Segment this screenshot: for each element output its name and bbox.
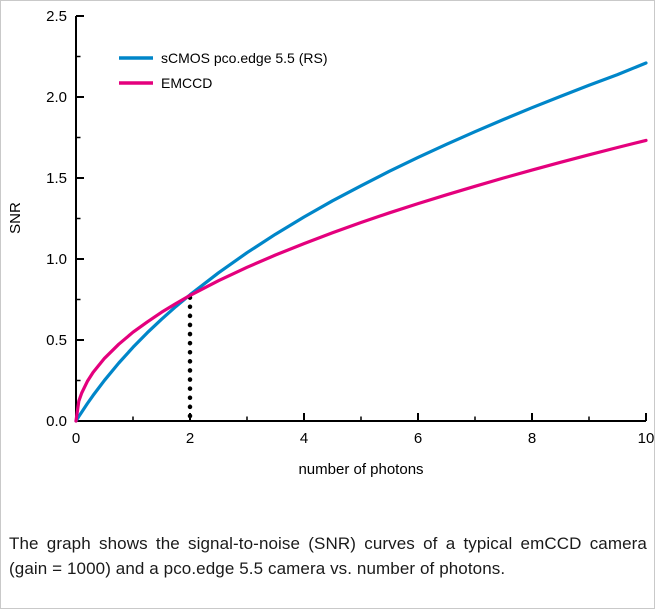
y-tick-label: 0.0 [46, 413, 67, 430]
x-tick-label: 2 [186, 430, 194, 447]
y-tick-label: 1.5 [46, 170, 67, 187]
x-tick-label: 0 [72, 430, 80, 447]
legend-label-emccd: EMCCD [161, 75, 212, 91]
y-axis-label: SNR [7, 202, 24, 234]
caption: The graph shows the signal-to-noise (SNR… [9, 534, 647, 578]
curve-scmos [74, 61, 648, 423]
x-axis-label: number of photons [298, 461, 423, 478]
legend-label-scmos: sCMOS pco.edge 5.5 (RS) [161, 50, 328, 66]
y-tick-label: 2.5 [46, 8, 67, 25]
y-tick-label: 0.5 [46, 332, 67, 349]
x-tick-label: 6 [414, 430, 422, 447]
x-tick-label: 10 [638, 430, 655, 447]
y-tick-label: 2.0 [46, 89, 67, 106]
x-tick-label: 4 [300, 430, 308, 447]
curve-emccd [74, 138, 648, 423]
x-tick-label: 8 [528, 430, 536, 447]
y-tick-label: 1.0 [46, 251, 67, 268]
snr-chart: number of photons SNR 0 2 4 6 8 10 0.0 0.5 1.0 1.… [7, 8, 655, 478]
